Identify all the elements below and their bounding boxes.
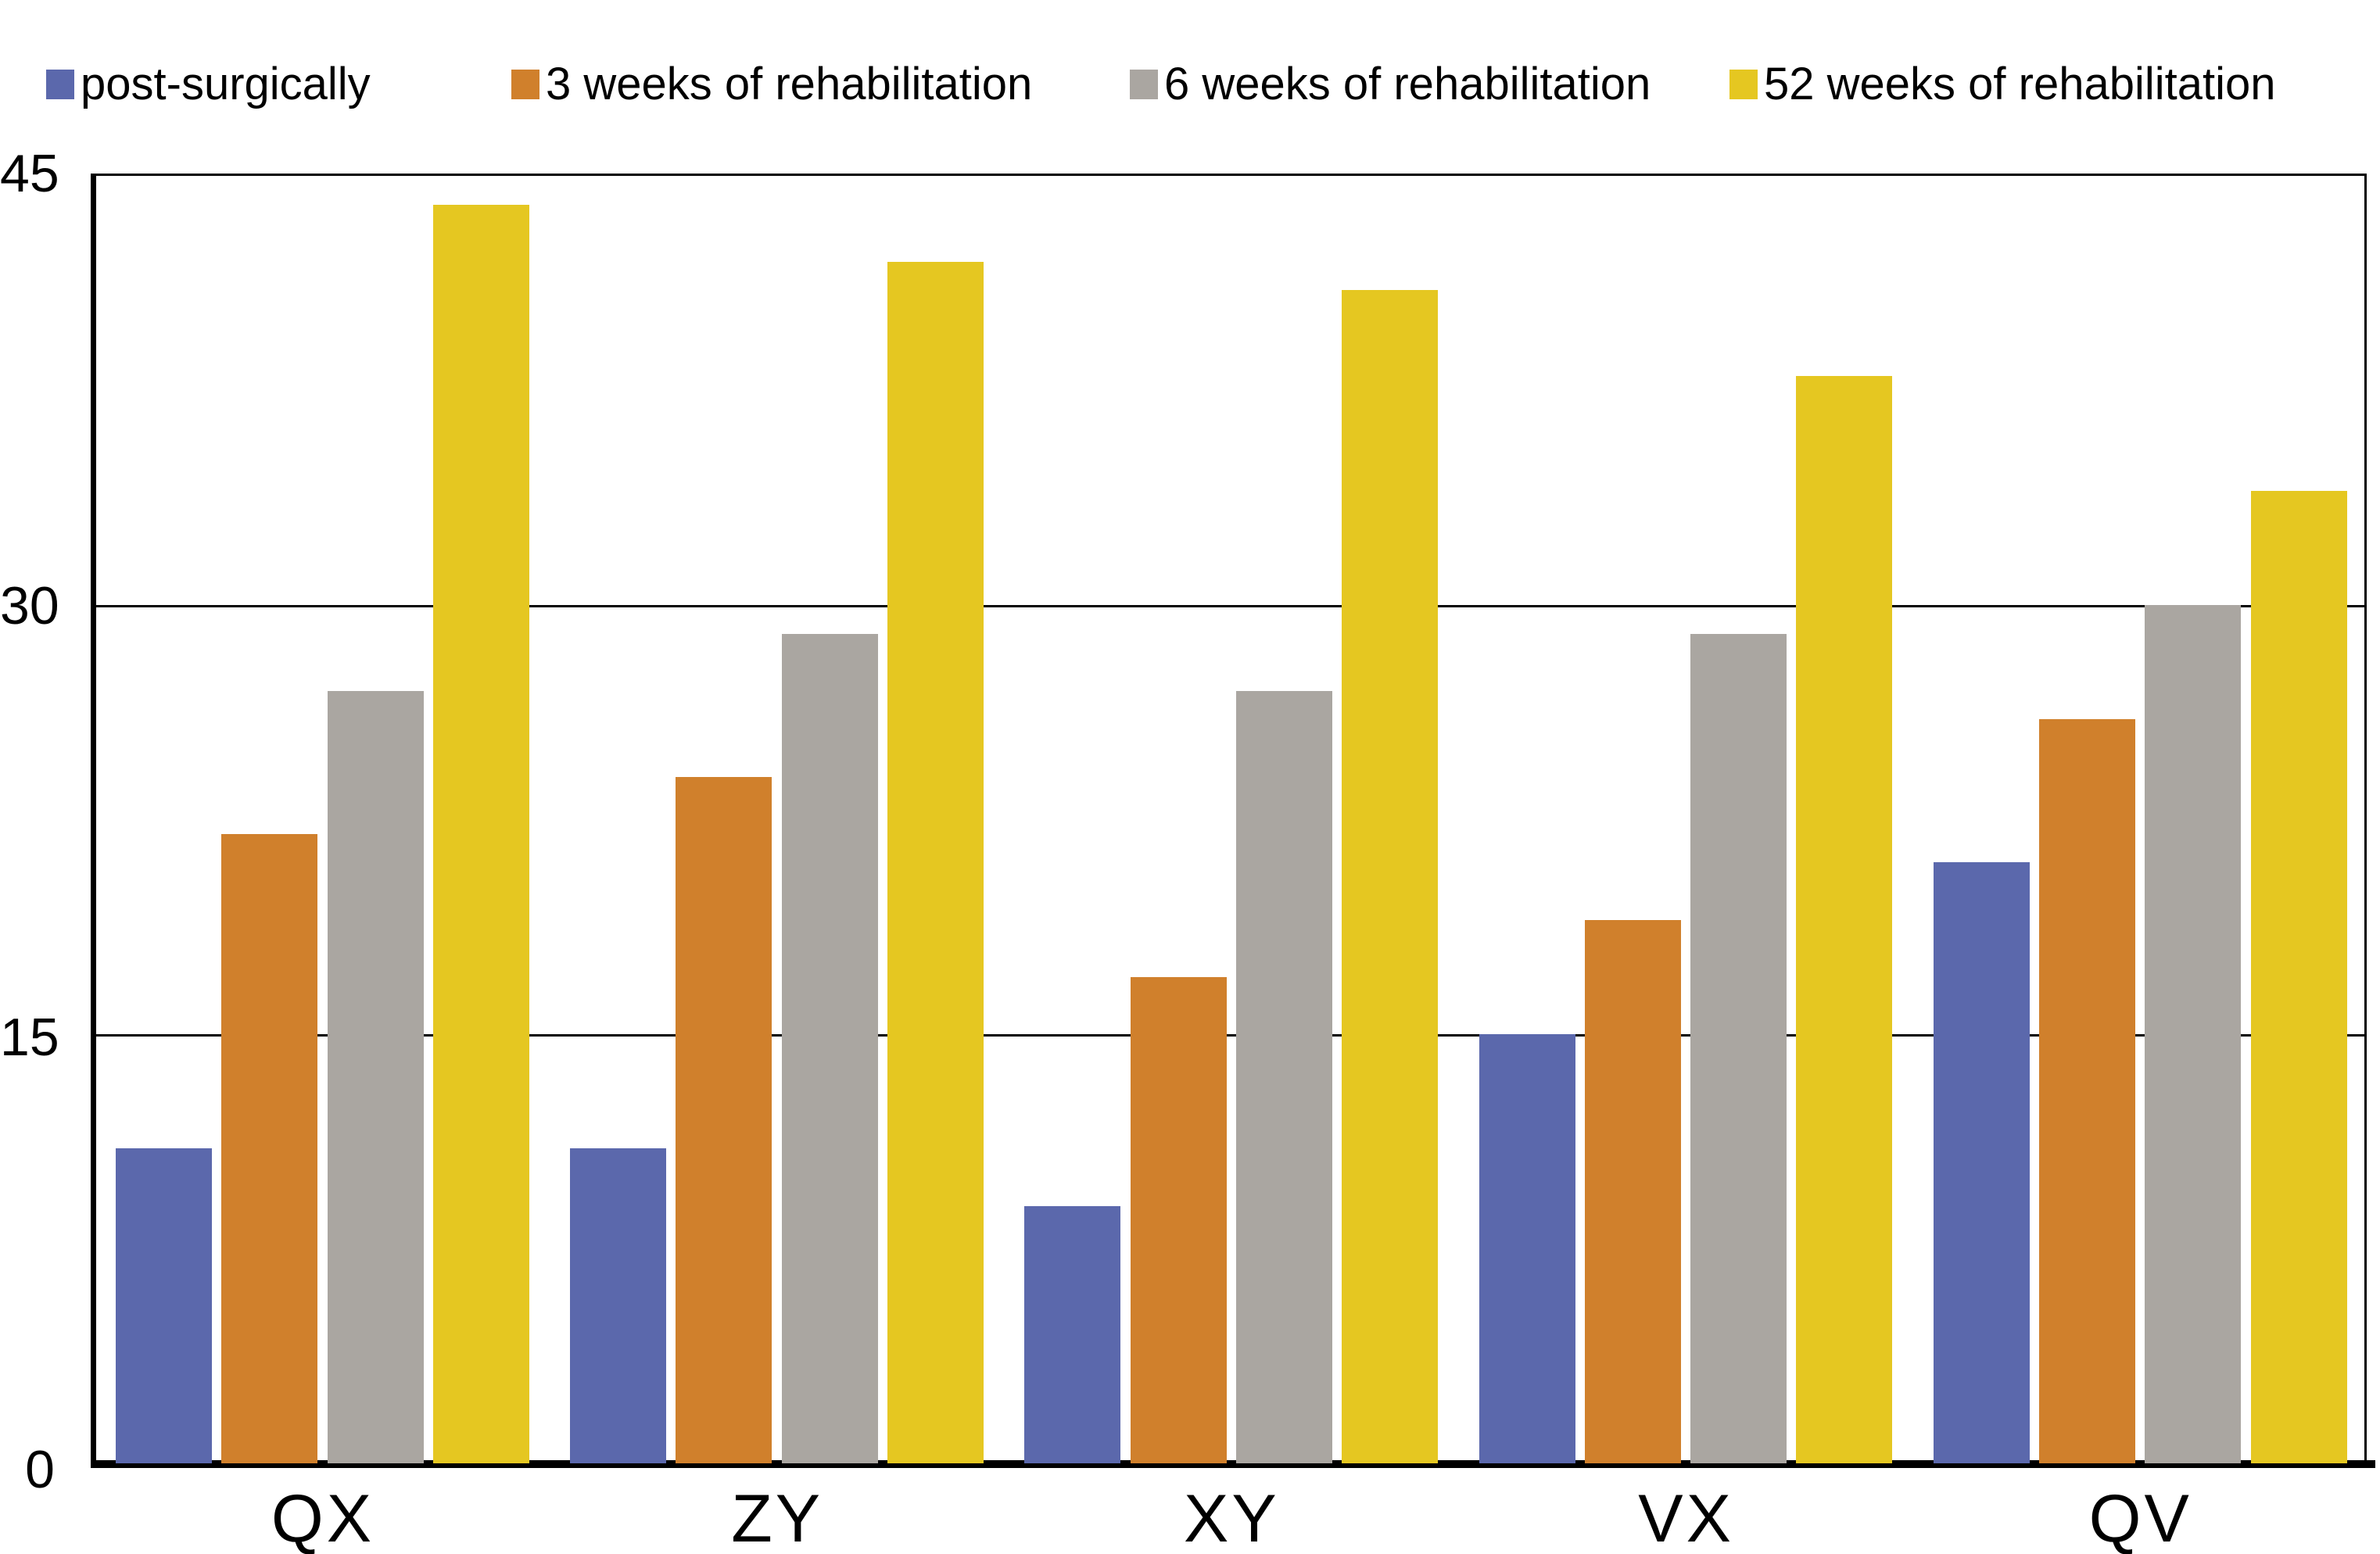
bar-group-ZY [570, 176, 984, 1463]
bar-QX-6-weeks-of-rehabilitation [327, 690, 424, 1463]
bar-VX-post-surgically [1479, 1034, 1575, 1463]
plot-area [91, 174, 2367, 1463]
bar-XY-52-weeks-of-rehabilitation [1342, 290, 1439, 1463]
y-tick-0: 0 [25, 1440, 55, 1499]
gridline-30 [96, 604, 2364, 607]
y-tick-45: 45 [0, 144, 59, 203]
plot-inner [96, 176, 2364, 1463]
bar-XY-post-surgically [1024, 1205, 1121, 1463]
bar-VX-52-weeks-of-rehabilitation [1796, 376, 1893, 1463]
bar-ZY-52-weeks-of-rehabilitation [887, 261, 984, 1463]
x-category-label-QX: QX [271, 1481, 375, 1554]
y-tick-30: 30 [0, 576, 59, 636]
legend: post-surgically 3 weeks of rehabilitatio… [0, 0, 2380, 125]
x-category-label-QV: QV [2088, 1481, 2192, 1554]
legend-swatch-6-weeks [1130, 70, 1158, 99]
legend-label: post-surgically [81, 59, 371, 109]
legend-item-6-weeks: 6 weeks of rehabilitation [1130, 59, 1651, 109]
legend-label: 6 weeks of rehabilitation [1164, 59, 1651, 109]
bar-XY-3-weeks-of-rehabilitation [1130, 976, 1227, 1463]
x-axis-labels: QX ZY XY VX QV [96, 1484, 2369, 1554]
legend-item-3-weeks: 3 weeks of rehabilitation [511, 59, 1033, 109]
bar-ZY-3-weeks-of-rehabilitation [676, 776, 772, 1463]
bar-group-XY [1024, 176, 1439, 1463]
gridline-15 [96, 1034, 2364, 1037]
bar-QV-6-weeks-of-rehabilitation [2145, 605, 2242, 1463]
bar-QX-3-weeks-of-rehabilitation [221, 833, 318, 1463]
legend-swatch-52-weeks [1729, 70, 1758, 99]
bar-VX-3-weeks-of-rehabilitation [1584, 919, 1681, 1463]
bar-QX-52-weeks-of-rehabilitation [432, 204, 529, 1463]
bar-ZY-post-surgically [570, 1148, 667, 1463]
bar-ZY-6-weeks-of-rehabilitation [781, 633, 878, 1463]
bar-group-QX [116, 176, 530, 1463]
x-category-label-ZY: ZY [731, 1481, 824, 1554]
bar-QX-post-surgically [116, 1148, 212, 1463]
x-axis-line [91, 1460, 2375, 1468]
legend-swatch-3-weeks [511, 70, 539, 99]
legend-label: 3 weeks of rehabilitation [546, 59, 1033, 109]
x-category-label-XY: XY [1184, 1481, 1280, 1554]
legend-item-post-surgically: post-surgically [46, 59, 371, 109]
bar-group-VX [1479, 176, 1894, 1463]
legend-label: 52 weeks of rehabilitation [1764, 59, 2276, 109]
bar-QV-3-weeks-of-rehabilitation [2039, 719, 2136, 1463]
bar-VX-6-weeks-of-rehabilitation [1690, 633, 1787, 1463]
y-tick-15: 15 [0, 1008, 59, 1067]
bar-group-QV [1933, 176, 2348, 1463]
bar-QV-post-surgically [1933, 862, 2030, 1463]
x-category-label-VX: VX [1638, 1481, 1734, 1554]
legend-item-52-weeks: 52 weeks of rehabilitation [1729, 59, 2276, 109]
bar-QV-52-weeks-of-rehabilitation [2250, 490, 2347, 1463]
bar-XY-6-weeks-of-rehabilitation [1235, 690, 1332, 1463]
legend-swatch-post-surgically [46, 70, 74, 99]
